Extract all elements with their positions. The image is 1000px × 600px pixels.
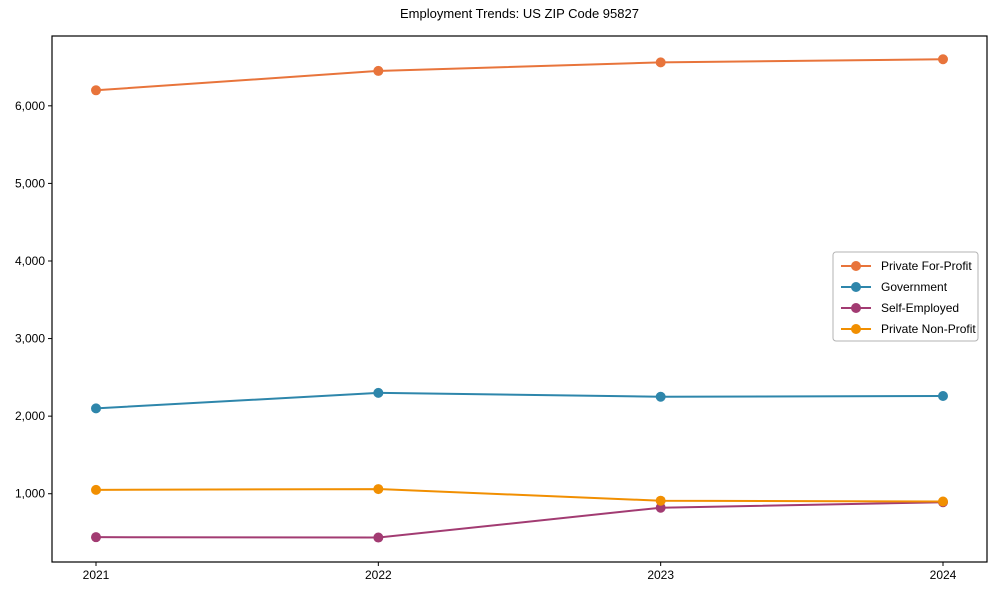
legend-label-private-non-profit: Private Non-Profit [881, 322, 976, 336]
data-point-private-for-profit [373, 65, 384, 76]
data-point-self-employed [91, 532, 101, 543]
data-point-government [938, 390, 948, 401]
x-tick-label: 2024 [930, 568, 957, 582]
plot-border [51, 35, 988, 563]
data-point-self-employed [373, 532, 384, 543]
x-tick-label: 2023 [647, 568, 674, 582]
data-point-private-non-profit [91, 484, 101, 495]
y-tick-label: 4,000 [15, 254, 45, 268]
x-tick-label: 2021 [83, 568, 110, 582]
legend-marker-private-for-profit [851, 261, 861, 271]
series-line-self-employed [95, 501, 944, 539]
series-line-government [95, 391, 944, 410]
data-point-private-non-profit [373, 484, 384, 495]
legend-marker-government [851, 282, 861, 292]
y-tick-label: 2,000 [15, 409, 45, 423]
data-point-government [655, 391, 666, 402]
data-point-government [373, 387, 384, 398]
y-tick-label: 3,000 [15, 332, 45, 346]
data-point-self-employed [655, 502, 666, 513]
series-line-private-non-profit [95, 488, 944, 503]
legend-label-government: Government [881, 280, 948, 294]
data-point-private-non-profit [655, 495, 666, 506]
data-point-government [91, 403, 101, 414]
legend-marker-self-employed [851, 303, 861, 313]
data-point-private-non-profit [938, 496, 948, 507]
legend-label-self-employed: Self-Employed [881, 301, 959, 315]
legend-box [832, 251, 979, 342]
series-line-private-for-profit [95, 58, 944, 92]
data-point-private-for-profit [938, 54, 948, 65]
chart-title: Employment Trends: US ZIP Code 95827 [400, 6, 639, 21]
data-point-private-for-profit [91, 85, 101, 96]
y-tick-label: 1,000 [15, 487, 45, 501]
legend-label-private-for-profit: Private For-Profit [881, 259, 972, 273]
y-tick-label: 6,000 [15, 99, 45, 113]
y-tick-label: 5,000 [15, 176, 45, 190]
x-tick-label: 2022 [365, 568, 392, 582]
data-point-private-for-profit [655, 57, 666, 68]
legend-marker-private-non-profit [851, 324, 861, 334]
